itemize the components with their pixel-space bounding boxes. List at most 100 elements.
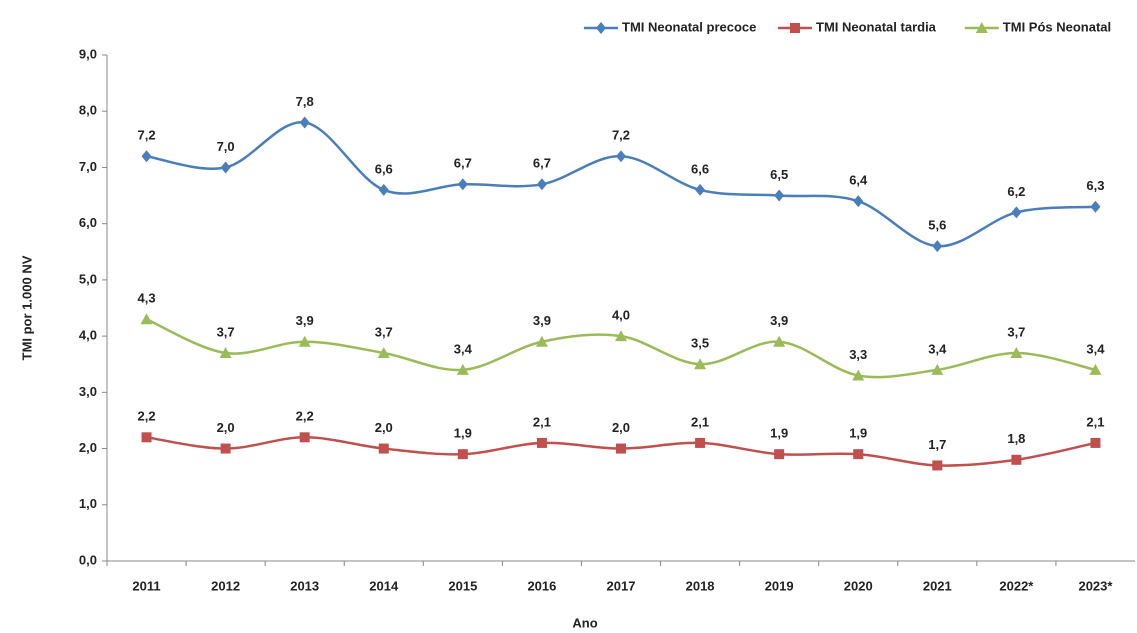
data-label: 6,3 [1086, 178, 1104, 193]
data-point [1011, 206, 1022, 219]
data-point [932, 240, 943, 253]
data-label: 7,0 [217, 139, 235, 154]
legend-marker [975, 22, 988, 33]
data-label: 2,0 [217, 420, 235, 435]
data-point [1089, 363, 1102, 375]
data-point [853, 195, 864, 208]
data-label: 1,9 [454, 426, 472, 441]
y-tick-label: 8,0 [79, 103, 97, 118]
data-label: 2,1 [691, 414, 709, 429]
data-point [615, 330, 627, 342]
x-tick-label: 2014 [369, 578, 399, 593]
data-point [853, 449, 864, 460]
data-point [141, 432, 152, 443]
data-label: 3,9 [296, 313, 314, 328]
data-label: 2,1 [1086, 414, 1104, 429]
series-line [146, 318, 1096, 379]
y-tick-label: 0,0 [79, 552, 97, 567]
data-label: 1,9 [849, 426, 867, 441]
data-point [299, 116, 310, 129]
data-point [1011, 454, 1022, 465]
data-label: 3,4 [454, 341, 473, 356]
data-label: 3,4 [928, 341, 947, 356]
data-point [1010, 346, 1023, 358]
data-point [536, 437, 547, 448]
data-label: 6,7 [533, 156, 551, 171]
data-point [220, 443, 231, 454]
data-label: 2,2 [296, 409, 314, 424]
x-tick-label: 2020 [844, 578, 873, 593]
data-point [219, 346, 232, 358]
data-label: 6,6 [691, 161, 709, 176]
x-axis-title: Ano [572, 615, 597, 630]
data-point [774, 189, 785, 202]
data-label: 3,7 [1007, 324, 1025, 339]
data-point [536, 178, 547, 191]
data-label: 5,6 [928, 218, 946, 233]
data-label: 6,2 [1007, 184, 1025, 199]
data-point [220, 161, 231, 174]
data-label: 6,4 [849, 173, 868, 188]
x-tick-label: 2015 [448, 578, 477, 593]
data-label: 3,7 [375, 324, 393, 339]
legend-marker [596, 22, 606, 34]
x-tick-label: 2019 [765, 578, 794, 593]
x-tick-label: 2016 [527, 578, 556, 593]
data-label: 2,1 [533, 414, 551, 429]
y-tick-label: 5,0 [79, 271, 97, 286]
data-point [931, 363, 944, 375]
data-point [141, 150, 152, 163]
data-point [535, 335, 548, 347]
data-point [695, 437, 706, 448]
data-label: 3,4 [1086, 341, 1105, 356]
data-point [457, 449, 468, 460]
data-point [932, 460, 943, 471]
x-tick-label: 2021 [923, 578, 952, 593]
y-tick-label: 3,0 [79, 384, 97, 399]
data-label: 3,5 [691, 336, 709, 351]
data-label: 3,7 [217, 324, 235, 339]
y-tick-label: 9,0 [79, 46, 97, 61]
data-point [1090, 200, 1101, 213]
data-label: 7,2 [137, 128, 155, 143]
data-label: 2,0 [612, 420, 630, 435]
data-label: 4,0 [612, 308, 630, 323]
data-label: 2,0 [375, 420, 393, 435]
x-tick-label: 2022* [999, 578, 1034, 593]
data-label: 7,8 [296, 94, 314, 109]
data-point [140, 313, 153, 325]
data-label: 1,7 [928, 437, 946, 452]
y-tick-label: 1,0 [79, 496, 97, 511]
data-point [695, 183, 706, 196]
data-point [774, 449, 785, 460]
data-point [616, 150, 626, 163]
y-tick-label: 6,0 [79, 215, 97, 230]
data-label: 6,5 [770, 167, 788, 182]
y-tick-label: 2,0 [79, 440, 97, 455]
x-tick-label: 2017 [607, 578, 636, 593]
data-label: 1,9 [770, 426, 788, 441]
data-point [298, 335, 311, 347]
legend-label: TMI Pós Neonatal [1003, 19, 1111, 34]
x-tick-label: 2012 [211, 578, 240, 593]
x-tick-label: 2013 [290, 578, 319, 593]
data-label: 2,2 [137, 409, 155, 424]
legend-label: TMI Neonatal precoce [622, 19, 756, 34]
y-tick-label: 7,0 [79, 159, 97, 174]
data-point [694, 358, 707, 370]
data-label: 3,3 [849, 347, 867, 362]
data-point [299, 432, 310, 443]
data-label: 3,9 [533, 313, 551, 328]
data-point [616, 443, 626, 454]
y-tick-label: 4,0 [79, 328, 97, 343]
legend-marker [790, 23, 800, 33]
data-point [852, 369, 865, 381]
data-label: 3,9 [770, 313, 788, 328]
data-label: 6,7 [454, 156, 472, 171]
x-tick-label: 2018 [686, 578, 715, 593]
data-label: 7,2 [612, 128, 630, 143]
data-point [1090, 437, 1101, 448]
data-point [378, 183, 389, 196]
data-point [377, 346, 390, 358]
